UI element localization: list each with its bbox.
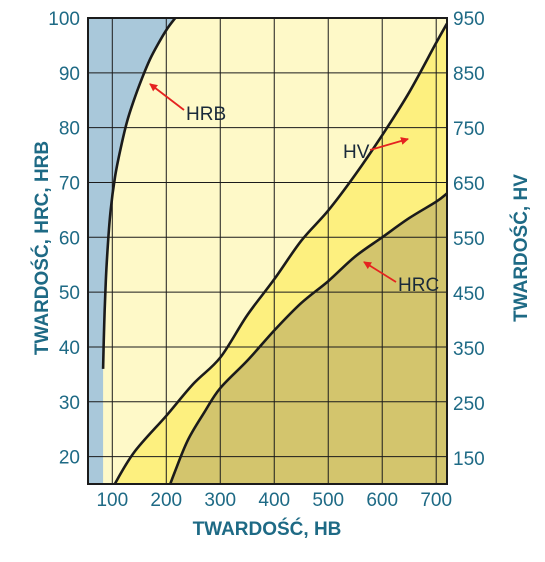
y-right-tick-label: 650 (453, 174, 485, 195)
series-line-hv (113, 22, 447, 484)
grid-lines (88, 18, 447, 484)
y-left-tick-label: 30 (59, 393, 80, 414)
x-tick-label: 400 (258, 490, 290, 511)
x-tick-label: 200 (150, 490, 182, 511)
y-right-tick-label: 750 (453, 119, 485, 140)
annotation-arrow-hrb (149, 83, 185, 111)
series-line-hrb (101, 18, 177, 369)
y-right-tick-label: 850 (453, 64, 485, 85)
annotation-arrow-hrc (363, 261, 397, 283)
y-axis-right-title: TWARDOŚĆ, HV (510, 174, 532, 322)
y-left-tick-label: 90 (59, 64, 80, 85)
y-right-tick-label: 450 (453, 284, 485, 305)
annotation-label-hv: HV (343, 142, 370, 163)
annotation-label-hrb: HRB (186, 104, 226, 125)
y-left-tick-label: 60 (59, 228, 80, 249)
y-right-tick-label: 550 (453, 229, 485, 250)
y-axis-left-title: TWARDOŚĆ, HRC, HRB (31, 141, 53, 355)
y-left-tick-label: 50 (59, 283, 80, 304)
x-tick-label: 100 (96, 490, 128, 511)
x-axis-title: TWARDOŚĆ, HB (193, 518, 342, 540)
annotations: HRB HV HRC (149, 83, 439, 296)
y-right-tick-label: 150 (453, 449, 485, 470)
y-right-tick-label: 250 (453, 394, 485, 415)
y-left-tick-label: 20 (59, 448, 80, 469)
x-tick-label: 300 (204, 490, 236, 511)
plot-regions (88, 18, 447, 484)
annotation-label-hrc: HRC (398, 275, 439, 296)
x-tick-label: 700 (420, 490, 452, 511)
region-olive (170, 193, 447, 484)
tick-labels: 100 200 300 400 500 600 700 20 30 40 50 60 70 80 90 100… (48, 9, 484, 511)
annotation-arrow-hv (369, 137, 409, 151)
curves (101, 18, 447, 484)
y-right-tick-label: 350 (453, 339, 485, 360)
axis-labels: TWARDOŚĆ, HB TWARDOŚĆ, HRC, HRB TWARDOŚĆ… (31, 141, 532, 540)
x-tick-label: 500 (312, 490, 344, 511)
plot-frame (87, 17, 448, 485)
y-left-tick-label: 40 (59, 338, 80, 359)
y-right-tick-label: 950 (453, 9, 485, 30)
x-tick-label: 600 (366, 490, 398, 511)
series-line-hrc (168, 192, 447, 484)
y-left-tick-label: 70 (59, 173, 80, 194)
region-blue (88, 18, 188, 484)
y-left-tick-label: 100 (48, 9, 80, 30)
y-left-tick-label: 80 (59, 119, 80, 140)
